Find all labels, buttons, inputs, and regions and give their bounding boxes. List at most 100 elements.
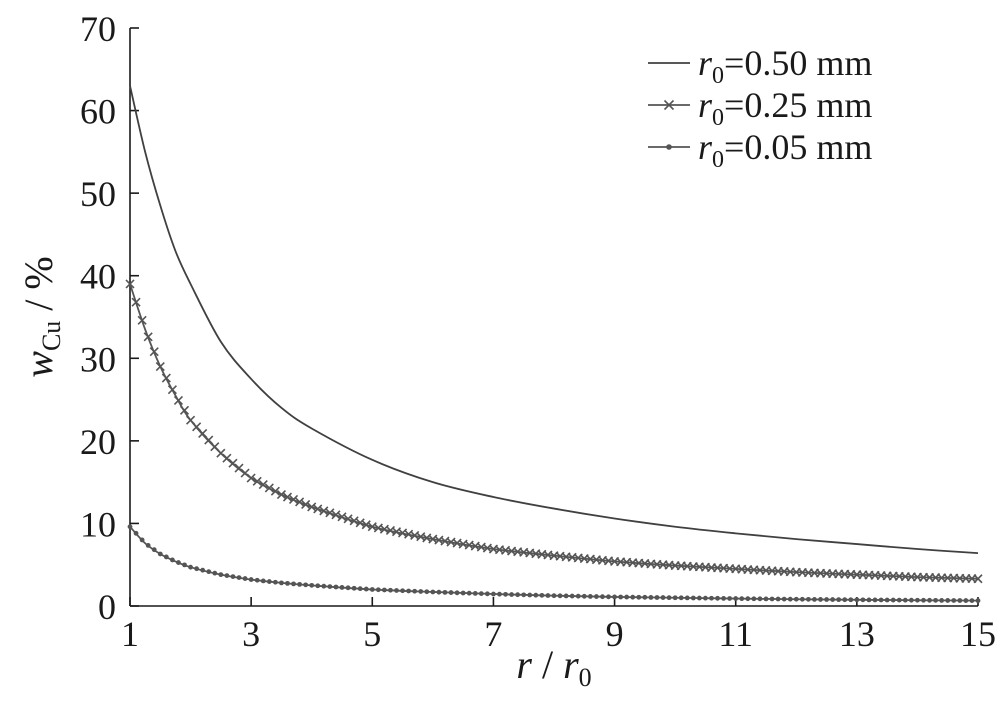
legend-entry: r0=0.25 mm (648, 85, 872, 131)
dot-marker (594, 594, 599, 599)
dot-marker (466, 590, 472, 596)
y-tick: 70 (80, 9, 139, 49)
y-tick: 10 (80, 504, 139, 544)
dot-marker (630, 594, 636, 600)
dot-marker (272, 579, 278, 585)
dot-marker (206, 569, 212, 575)
dot-marker (896, 597, 902, 603)
dot-marker (339, 585, 345, 590)
dot-marker (321, 583, 327, 589)
x-tick-label: 7 (484, 614, 502, 654)
dot-marker (127, 524, 133, 530)
dot-marker (279, 580, 284, 586)
x-marker (149, 347, 159, 357)
x-ticks: 1 3 5 7 9 11 13 15 (121, 597, 996, 654)
dot-marker (357, 586, 363, 592)
dot-marker (484, 591, 490, 597)
dot-marker (908, 597, 914, 603)
dot-marker (757, 596, 763, 602)
dot-marker (351, 585, 357, 591)
dot-marker (491, 591, 496, 597)
x-tick-label: 13 (839, 614, 875, 654)
dot-marker (709, 595, 714, 601)
series-line (129, 526, 979, 602)
dot-marker (781, 596, 787, 602)
dot-marker (751, 596, 757, 602)
series-markers (125, 279, 983, 584)
dot-marker (836, 597, 842, 603)
dot-marker (606, 594, 611, 600)
x-tick: 5 (363, 597, 381, 654)
dot-marker (200, 567, 206, 573)
dot-marker (890, 597, 896, 603)
dot-marker (733, 596, 739, 601)
x-marker (288, 494, 299, 505)
dot-marker (448, 590, 454, 595)
dot-marker (551, 593, 557, 599)
x-marker (301, 499, 311, 510)
legend-entry: r0=0.50 mm (648, 43, 872, 89)
dot-marker (866, 597, 872, 603)
y-tick: 40 (80, 257, 139, 297)
x-marker (349, 516, 359, 526)
dot-marker (400, 588, 405, 594)
dot-marker (327, 584, 333, 589)
y-tick-label: 10 (80, 504, 116, 544)
dot-marker (690, 595, 696, 601)
dot-marker (969, 598, 975, 603)
dot-marker (369, 587, 375, 592)
dot-marker (509, 592, 514, 597)
dot-marker (394, 588, 399, 593)
series-markers (127, 524, 981, 604)
y-tick-label: 30 (80, 339, 116, 379)
dot-marker (303, 582, 309, 588)
dot-marker (375, 587, 381, 593)
y-tick: 0 (98, 587, 139, 627)
x-tick: 15 (960, 597, 996, 654)
dot-marker (194, 566, 200, 572)
dot-marker (382, 587, 387, 593)
dot-marker (218, 572, 224, 578)
x-marker (270, 486, 280, 496)
x-tick: 13 (839, 597, 875, 654)
x-marker (252, 476, 262, 486)
y-tick-label: 0 (98, 587, 116, 627)
x-marker (131, 297, 141, 307)
dot-marker (666, 595, 672, 601)
dot-marker (388, 587, 393, 593)
dot-marker (569, 593, 575, 599)
dot-marker (497, 591, 502, 597)
dot-marker (902, 597, 908, 603)
y-tick-label: 50 (80, 174, 116, 214)
dot-marker (521, 592, 527, 598)
x-marker (276, 489, 286, 500)
dot-marker (533, 592, 539, 598)
dot-marker (618, 594, 624, 600)
dot-marker (170, 557, 175, 563)
x-tick: 1 (121, 597, 139, 654)
dot-marker (648, 595, 654, 600)
dot-marker (975, 598, 981, 604)
dot-marker (763, 596, 769, 602)
y-tick: 60 (80, 92, 139, 132)
dot-marker (933, 597, 938, 603)
dot-marker (478, 591, 484, 597)
dot-marker (176, 560, 181, 565)
dot-marker (860, 597, 866, 603)
dot-marker (581, 593, 587, 599)
x-tick: 11 (718, 597, 753, 654)
y-ticks: 0 10 20 30 40 50 60 70 (80, 9, 139, 627)
dot-marker (848, 597, 854, 603)
x-tick-label: 9 (606, 614, 624, 654)
dot-marker (884, 597, 890, 603)
dot-marker (963, 598, 969, 603)
x-marker (313, 504, 323, 514)
x-tick-label: 3 (242, 614, 260, 654)
dot-marker (824, 597, 829, 602)
dot-marker (363, 586, 369, 592)
legend-entry: r0=0.05 mm (648, 127, 872, 173)
dot-marker (133, 530, 139, 536)
dot-marker (424, 589, 430, 595)
dot-marker (787, 596, 793, 602)
x-tick: 3 (242, 597, 260, 654)
